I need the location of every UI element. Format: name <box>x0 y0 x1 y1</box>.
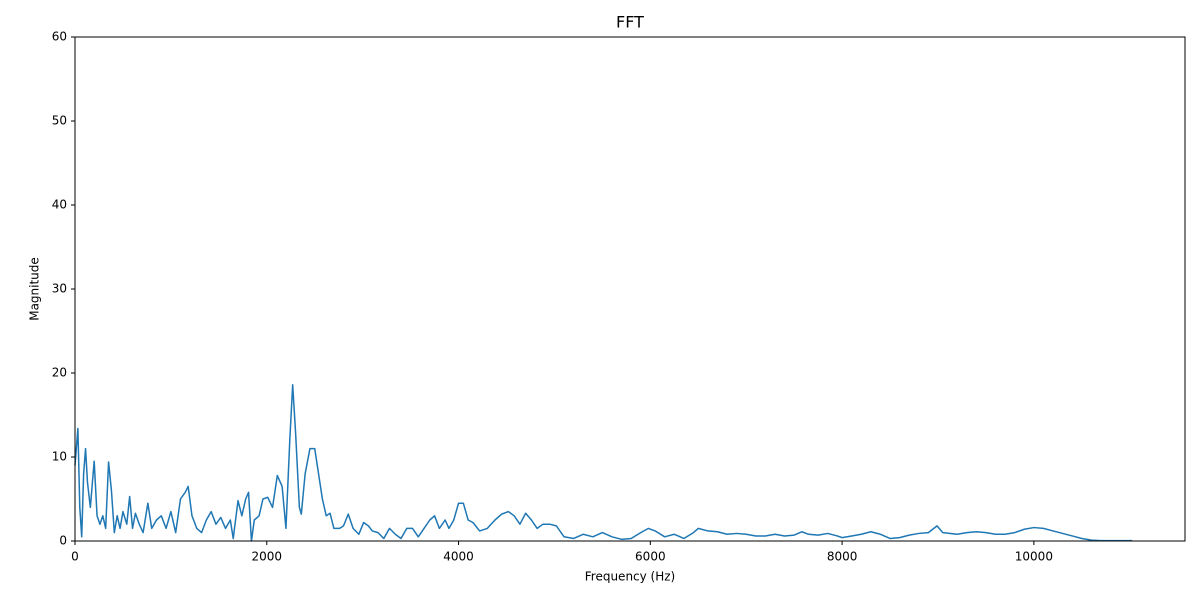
y-tick-label: 50 <box>52 114 67 128</box>
data-line <box>74 384 1133 542</box>
x-tick-label: 8000 <box>827 550 858 564</box>
x-tick-label: 4000 <box>443 550 474 564</box>
y-tick-label: 40 <box>52 198 67 212</box>
x-tick-label: 0 <box>71 550 79 564</box>
y-tick-label: 60 <box>52 30 67 44</box>
y-tick-label: 0 <box>59 534 67 548</box>
y-tick-label: 10 <box>52 450 67 464</box>
y-tick-label: 30 <box>52 282 67 296</box>
x-tick-label: 6000 <box>635 550 666 564</box>
x-tick-label: 10000 <box>1015 550 1053 564</box>
plot-frame <box>74 36 1186 542</box>
chart-title: FFT <box>616 13 644 32</box>
y-axis-label: Magnitude <box>28 257 42 321</box>
x-tick-label: 2000 <box>252 550 283 564</box>
y-tick-label: 20 <box>52 366 67 380</box>
x-axis-label: Frequency (Hz) <box>585 570 676 584</box>
